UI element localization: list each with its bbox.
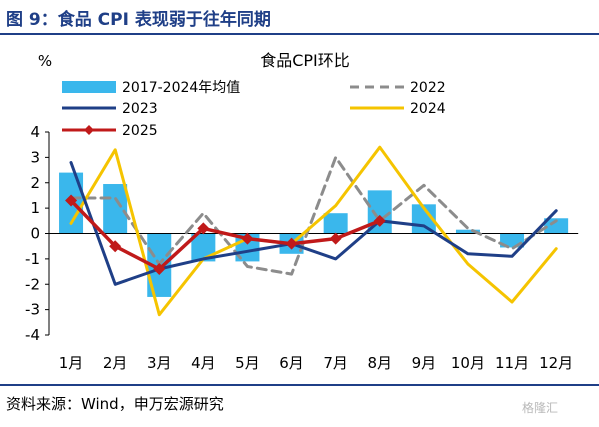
marker-2025-4月 <box>197 222 210 235</box>
legend-2022-label: 2022 <box>410 80 446 96</box>
x-tick-label: 5月 <box>235 354 260 372</box>
x-tick-label: 2月 <box>103 354 128 372</box>
bar-avg-7月 <box>323 213 348 234</box>
x-tick-label: 8月 <box>367 354 392 372</box>
marker-2025-1月 <box>65 194 78 207</box>
x-tick-label: 12月 <box>539 354 573 372</box>
y-tick-label: -3 <box>25 301 40 319</box>
line-2024 <box>69 145 558 317</box>
bar-avg-12月 <box>544 218 569 234</box>
legend-2025-marker <box>84 125 94 135</box>
x-tick-label: 4月 <box>191 354 216 372</box>
legend-2024-label: 2024 <box>410 101 446 117</box>
lines-group <box>65 145 558 317</box>
chart-title: 食品CPI环比 <box>260 51 350 70</box>
y-tick-label: -2 <box>25 275 40 293</box>
marker-2025-6月 <box>285 237 298 250</box>
y-tick-label: 0 <box>30 225 40 243</box>
marker-2025-8月 <box>373 214 386 227</box>
x-tick-label: 7月 <box>323 354 348 372</box>
legend-2017-2024年均值-label: 2017-2024年均值 <box>122 80 240 96</box>
x-tick-label: 1月 <box>59 354 84 372</box>
marker-2025-2月 <box>109 240 122 253</box>
marker-2025-5月 <box>241 232 254 245</box>
marker-2025-3月 <box>153 263 166 276</box>
axes-group: 4 3 2 1 0 -1 -2 -3 -4 1月 2月 3月 4月 5月 6月 7月 8月 9月 10月 11月 12月 <box>25 123 579 372</box>
marker-2025-7月 <box>329 232 342 245</box>
source-note: 资料来源：Wind，申万宏源研究 <box>6 395 224 413</box>
figure-header: 图 9：食品 CPI 表现弱于往年同期 <box>0 0 599 33</box>
line-2022 <box>69 155 558 276</box>
chart-legend: 2017-2024年均值 2022 2023 2024 2025 <box>62 80 446 139</box>
y-tick-label: -1 <box>25 250 40 268</box>
figure-title: 图 9：食品 CPI 表现弱于往年同期 <box>6 10 271 30</box>
line-2023 <box>69 161 558 286</box>
legend-2023-label: 2023 <box>122 101 158 117</box>
line-2025 <box>69 198 382 271</box>
bar-avg-2月 <box>103 184 128 234</box>
x-tick-label: 10月 <box>451 354 485 372</box>
y-axis-unit-label: % <box>38 52 52 70</box>
legend-2017-2024年均值-swatch <box>62 81 116 93</box>
y-tick-label: 4 <box>30 123 40 141</box>
x-tick-label: 9月 <box>412 354 437 372</box>
watermark-text: 格隆汇 <box>522 401 559 415</box>
legend-2025-label: 2025 <box>122 123 158 139</box>
bar-avg-10月 <box>455 229 480 234</box>
x-tick-label: 11月 <box>495 354 529 372</box>
footer-divider <box>0 384 599 386</box>
y-tick-label: 2 <box>30 174 40 192</box>
y-tick-label: 1 <box>30 199 40 217</box>
y-tick-label: 3 <box>30 148 40 166</box>
x-tick-label: 6月 <box>279 354 304 372</box>
food-cpi-chart: 食品CPI环比 % 2017-2024年均值 2022 2023 2024 2025 4… <box>25 51 579 372</box>
y-tick-label: -4 <box>25 326 40 344</box>
header-divider <box>0 33 599 35</box>
x-tick-label: 3月 <box>147 354 172 372</box>
